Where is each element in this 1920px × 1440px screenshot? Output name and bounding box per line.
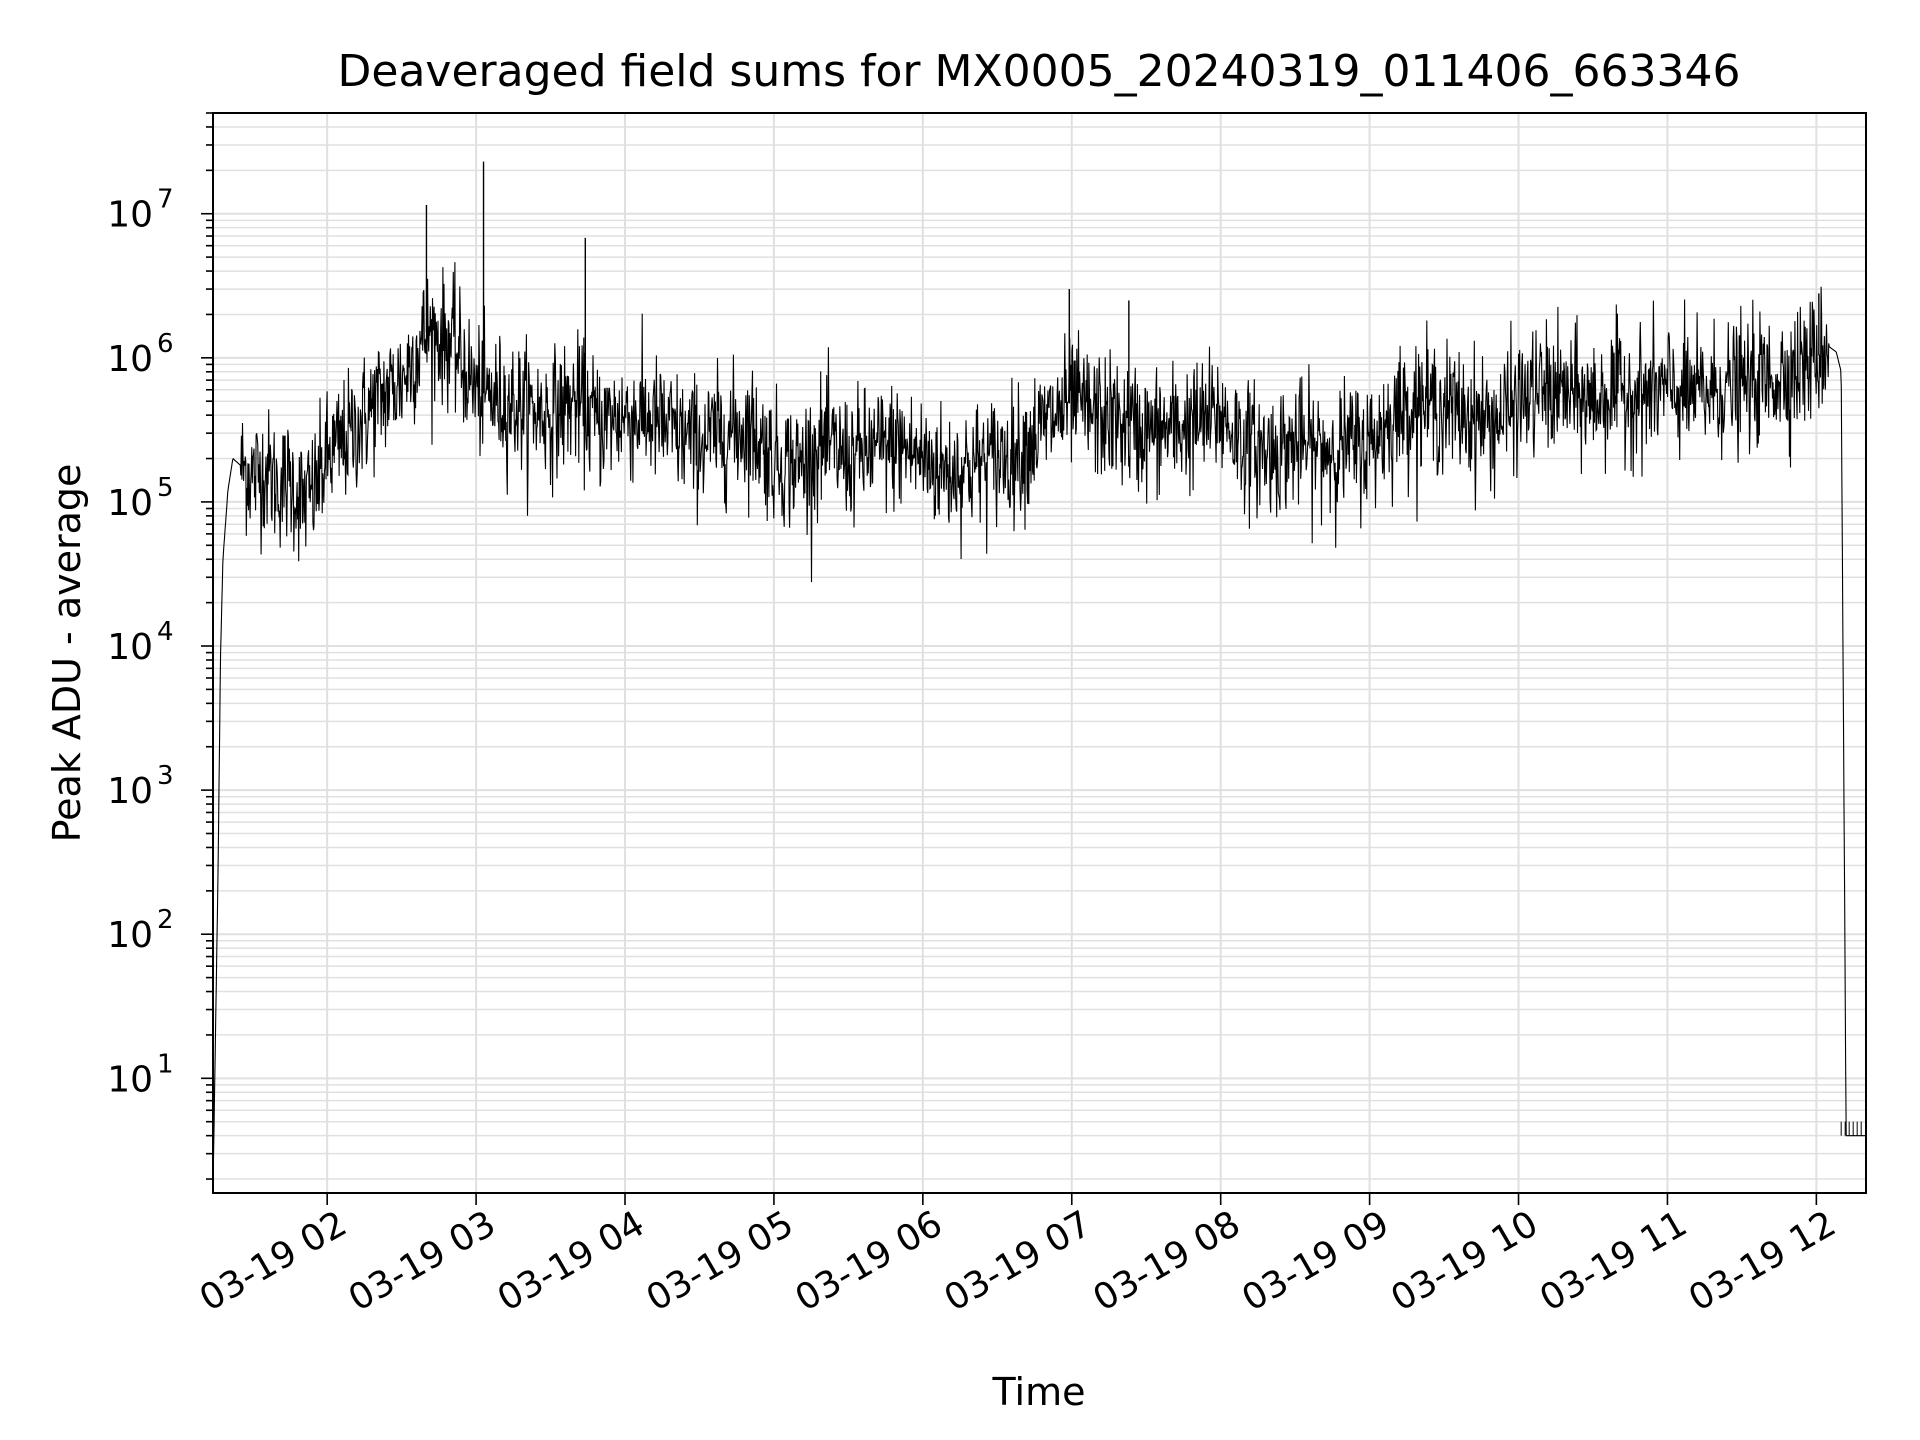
y-tick-label: 10 — [107, 483, 153, 524]
y-tick-label: 10 — [107, 627, 153, 668]
y-tick-label: 10 — [107, 915, 153, 956]
x-tick-label: 03-19 06 — [789, 1203, 950, 1319]
grid — [213, 112, 1866, 1193]
y-tick-exponent: 5 — [157, 473, 174, 503]
y-tick-label: 10 — [107, 339, 153, 380]
x-axis-label: Time — [992, 1370, 1086, 1414]
x-tick-label: 03-19 07 — [938, 1203, 1099, 1319]
y-tick-exponent: 1 — [157, 1049, 174, 1079]
x-tick-label: 03-19 11 — [1533, 1203, 1694, 1319]
y-tick-exponent: 7 — [157, 185, 174, 215]
y-tick-label: 10 — [107, 195, 153, 236]
y-tick-label: 10 — [107, 1059, 153, 1100]
x-tick-label: 03-19 09 — [1235, 1203, 1396, 1319]
x-tick-label: 03-19 08 — [1087, 1203, 1248, 1319]
y-tick-exponent: 2 — [157, 905, 174, 935]
x-tick-label: 03-19 02 — [193, 1203, 354, 1319]
y-tick-exponent: 4 — [157, 617, 174, 647]
y-tick-exponent: 3 — [157, 761, 174, 791]
x-tick-label: 03-19 05 — [640, 1203, 801, 1319]
x-tick-label: 03-19 10 — [1384, 1203, 1545, 1319]
x-tick-label: 03-19 04 — [491, 1203, 652, 1319]
y-tick-exponent: 6 — [157, 329, 174, 359]
y-axis-label: Peak ADU - average — [45, 464, 89, 843]
x-tick-label: 03-19 03 — [342, 1203, 503, 1319]
chart-title: Deaveraged field sums for MX0005_2024031… — [338, 46, 1741, 97]
y-tick-label: 10 — [107, 771, 153, 812]
x-tick-label: 03-19 12 — [1682, 1203, 1843, 1319]
series-line — [212, 262, 1866, 1194]
